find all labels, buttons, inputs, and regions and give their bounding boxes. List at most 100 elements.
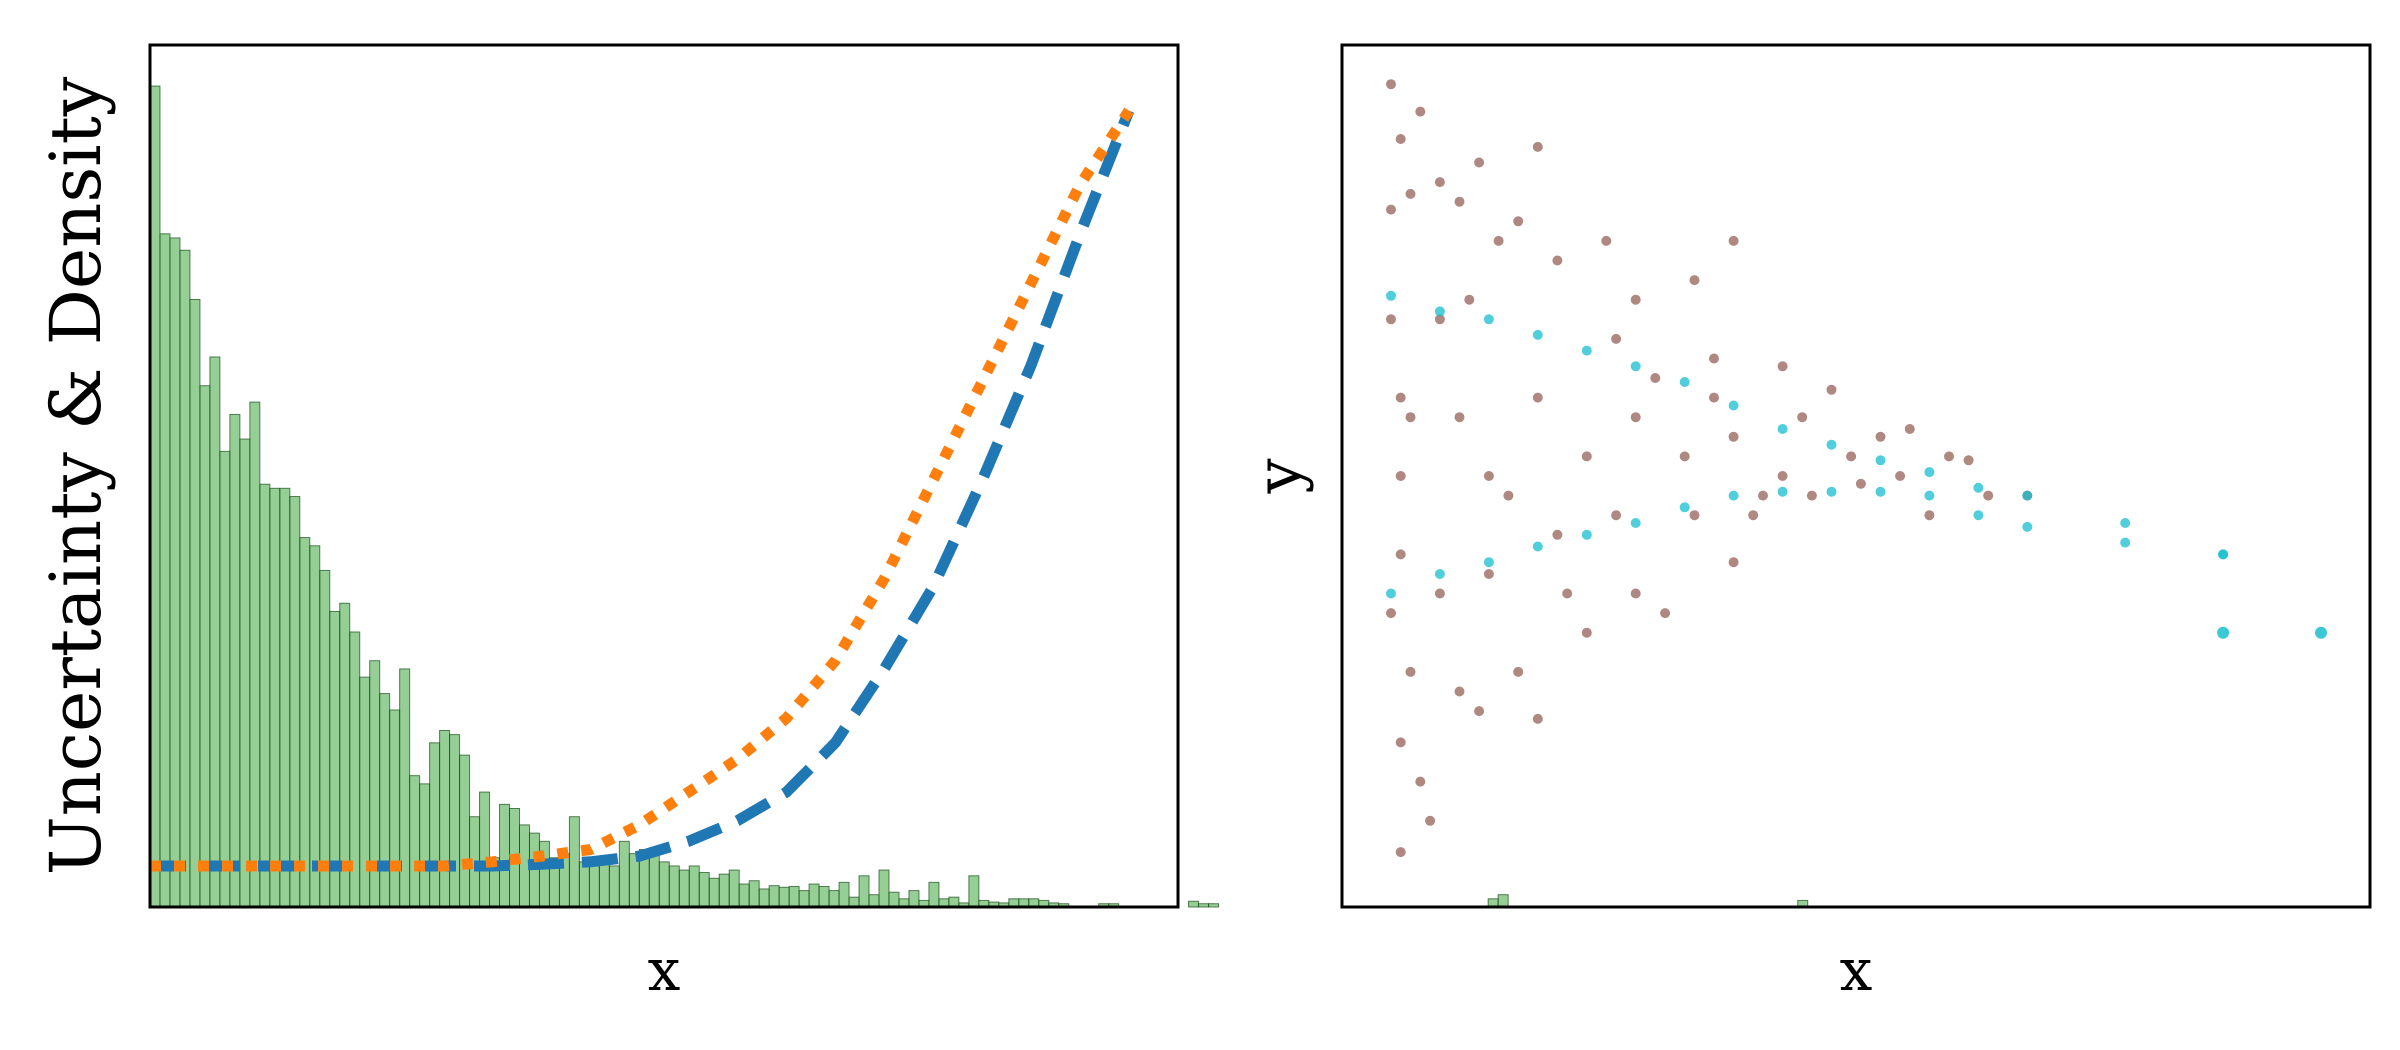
histogram-bar [888,891,900,908]
right-panel: x y [1242,43,2372,1004]
histogram-bar [319,569,331,908]
histogram-bar [838,881,850,908]
histogram-bar [798,890,810,908]
histogram-bar [179,249,191,908]
noisy-point [1493,235,1504,246]
noisy-point [1709,392,1719,403]
noisy-point [1386,79,1396,90]
right-y-axis-label: y [1242,458,1315,494]
noisy-point [1483,471,1494,481]
left-x-axis-label: x [648,936,681,1004]
noisy-point [1395,847,1406,858]
histogram-bar [249,401,261,908]
clean-point [2218,549,2229,560]
noisy-point [1513,216,1524,227]
noisy-point [1855,478,1866,489]
noisy-point [1797,412,1808,423]
histogram-bar [359,676,371,908]
noisy-point [1758,490,1768,501]
histogram-bar [858,875,870,908]
noisy-point [1944,451,1954,462]
right-x-axis-label: x [1840,936,1873,1004]
histogram-bar [409,775,421,908]
noisy-point [1689,510,1700,521]
clean-point [1630,361,1641,372]
noisy-point [1728,557,1739,568]
clean-point [2022,490,2033,501]
clean-point [1777,486,1788,497]
histogram-bar [728,869,740,908]
noisy-point [1777,471,1788,481]
histogram-bar [239,438,251,908]
histogram-bar [968,875,980,908]
noisy-point [1983,490,1994,501]
noisy-point [1503,490,1514,501]
histogram-bar [818,885,830,908]
histogram-bar [778,886,790,908]
clean-point [2120,537,2131,548]
histogram-bar [608,865,620,908]
histogram-bar [868,894,880,908]
noisy-point [1483,569,1494,579]
histogram-bar [758,888,770,908]
noisy-point [1464,294,1475,305]
clean-point [1532,541,1543,552]
histogram-bar [259,483,271,908]
noisy-point [1552,255,1563,266]
noisy-point [1963,455,1974,466]
histogram-bar [479,791,491,908]
histogram-bar [618,840,630,908]
histogram-bar [808,883,820,908]
clean-point [1679,377,1690,387]
noisy-point [1650,373,1661,383]
noisy-point [1395,549,1406,560]
histogram-bar [199,385,211,908]
histogram-bar [578,861,590,908]
noisy-point [1474,157,1485,168]
histogram-bar [279,487,291,908]
histogram-bar [598,861,610,908]
clean-point [1434,569,1445,579]
histogram-bar [229,413,241,908]
noisy-point [1630,588,1641,599]
histogram-bar [309,545,321,908]
noisy-point [1562,588,1573,599]
dotted-uncertainty-curve [150,107,1134,872]
histogram-bar [159,233,171,908]
clean-point [1581,345,1592,356]
clean-point [1386,290,1396,301]
histogram-bar [668,865,680,908]
noisy-point [1532,141,1543,152]
histogram-bar [768,885,780,908]
histogram-bar [299,537,311,908]
noisy-scatter-points [1386,79,2033,858]
noisy-point [1454,196,1465,207]
noisy-point [1660,608,1671,619]
histogram-bar [189,299,201,908]
noisy-point [1386,204,1396,215]
histogram-bar [928,881,940,908]
outlier-point [2315,626,2327,639]
clean-point [2022,521,2033,532]
clean-point [1875,486,1886,497]
noisy-point [1630,294,1641,305]
histogram-bar [389,709,401,908]
histogram-bar [698,872,710,908]
histogram-bar [289,496,301,908]
noisy-point [1405,666,1416,677]
histogram-bar [708,877,720,908]
noisy-point [1434,588,1445,599]
histogram-bar [1188,900,1200,908]
noisy-point [1728,431,1739,442]
clean-point [1973,482,1984,493]
noisy-point [1415,106,1426,117]
clean-point [1434,306,1445,317]
histogram-bar [269,487,281,908]
histogram-bar [878,869,890,908]
histogram-bar [788,885,800,908]
histogram-bar [908,890,920,908]
noisy-point [1395,134,1406,144]
histogram-bar [718,873,730,908]
clean-point [1386,588,1396,599]
